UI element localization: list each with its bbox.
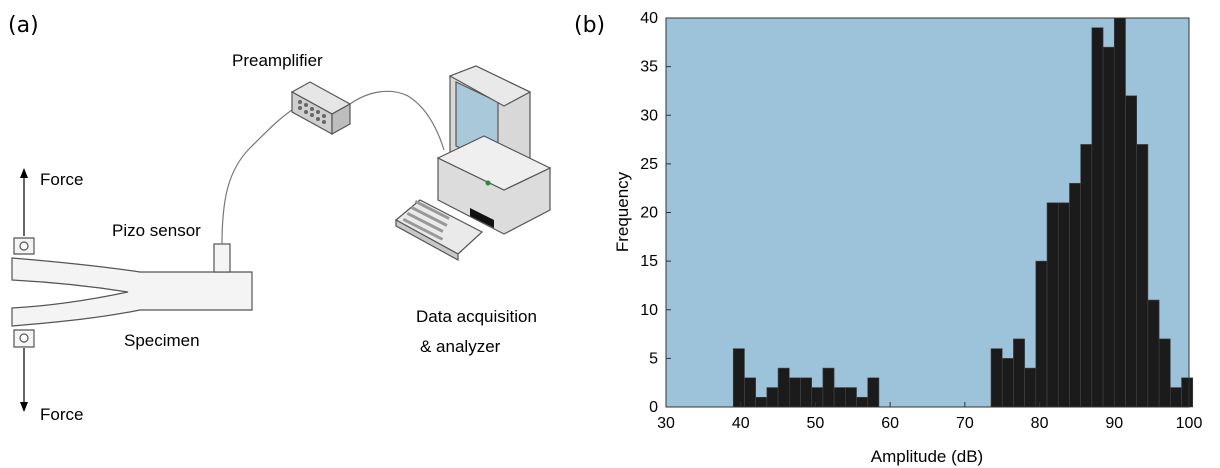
- y-tick-label: 35: [640, 59, 658, 76]
- histogram-bar: [856, 396, 869, 408]
- histogram-bar: [1035, 260, 1048, 408]
- panel-b: (b) 30 40 50 60 70 80 90 100 0 5 10 15 20 25 30 35 40 A…: [574, 10, 1202, 466]
- sensor-label: Pizo sensor: [112, 221, 201, 240]
- histogram-bar: [755, 396, 768, 408]
- preamp-cable: [349, 90, 445, 151]
- panel-a-label: (a): [8, 13, 39, 38]
- histogram-bar: [1147, 299, 1160, 408]
- histogram-bar: [1069, 183, 1081, 408]
- histogram-bar: [1080, 144, 1093, 408]
- x-axis-label: Amplitude (dB): [871, 447, 983, 466]
- histogram-bar: [811, 387, 824, 408]
- y-tick-label: 40: [640, 10, 658, 27]
- histogram-bar: [744, 377, 756, 408]
- histogram-bar: [1001, 358, 1014, 408]
- panel-b-label: (b): [574, 13, 605, 38]
- specimen-label: Specimen: [124, 331, 200, 350]
- y-tick-label: 30: [640, 107, 658, 124]
- x-tick-label: 40: [732, 415, 750, 432]
- sensor-cable: [221, 109, 293, 245]
- y-tick-label: 0: [649, 399, 658, 416]
- y-axis-label: Frequency: [613, 171, 632, 252]
- x-axis: 30 40 50 60 70 80 90 100: [657, 402, 1202, 432]
- y-tick-label: 10: [640, 302, 658, 319]
- histogram-bar: [1091, 27, 1104, 408]
- histogram-bar: [1158, 338, 1171, 408]
- histogram-bar: [990, 348, 1003, 408]
- histogram-bar: [1102, 46, 1115, 408]
- histogram-bar: [1125, 95, 1137, 408]
- histogram-bar: [1136, 144, 1149, 408]
- force-bottom-label: Force: [40, 405, 83, 424]
- x-tick-label: 30: [657, 415, 675, 432]
- preamplifier-label: Preamplifier: [232, 51, 323, 70]
- histogram-bar: [1013, 338, 1025, 408]
- y-tick-label: 15: [640, 253, 658, 270]
- histogram-bar: [788, 377, 801, 408]
- x-tick-label: 100: [1176, 415, 1203, 432]
- sensor-icon: [213, 243, 231, 273]
- daq-label-line2: & analyzer: [420, 337, 501, 356]
- x-tick-label: 60: [881, 415, 899, 432]
- x-tick-label: 50: [807, 415, 825, 432]
- x-tick-label: 80: [1031, 415, 1049, 432]
- specimen-icon: [11, 237, 253, 348]
- computer-monitor-icon: [436, 65, 552, 235]
- histogram-bar: [777, 367, 790, 408]
- x-tick-label: 90: [1105, 415, 1123, 432]
- panel-a: (a) Force Force Pizo sensor Specimen: [8, 13, 552, 424]
- histogram-bar: [822, 367, 835, 408]
- y-tick-label: 20: [640, 205, 658, 222]
- x-tick-label: 70: [956, 415, 974, 432]
- daq-label-line1: Data acquisition: [416, 307, 537, 326]
- y-axis: 0 5 10 15 20 25 30 35 40: [640, 10, 671, 416]
- histogram-bar: [1181, 377, 1194, 408]
- histogram-bar: [1024, 367, 1037, 408]
- y-tick-label: 25: [640, 156, 658, 173]
- histogram-bar: [845, 387, 857, 408]
- histogram-bar: [1170, 387, 1182, 408]
- keyboard-icon: [394, 199, 484, 262]
- y-tick-label: 5: [649, 350, 658, 367]
- bars: [732, 17, 1194, 408]
- histogram-bar: [732, 348, 745, 408]
- histogram-bar: [1113, 17, 1126, 408]
- histogram-bar: [867, 377, 880, 408]
- histogram-bar: [766, 387, 779, 408]
- histogram-bar: [1057, 202, 1070, 408]
- histogram-bar: [1046, 202, 1059, 408]
- force-arrow-icon: [20, 168, 28, 412]
- histogram-bar: [833, 387, 846, 408]
- histogram-bar: [800, 377, 812, 408]
- force-top-label: Force: [40, 170, 83, 189]
- preamplifier-icon: [290, 81, 352, 136]
